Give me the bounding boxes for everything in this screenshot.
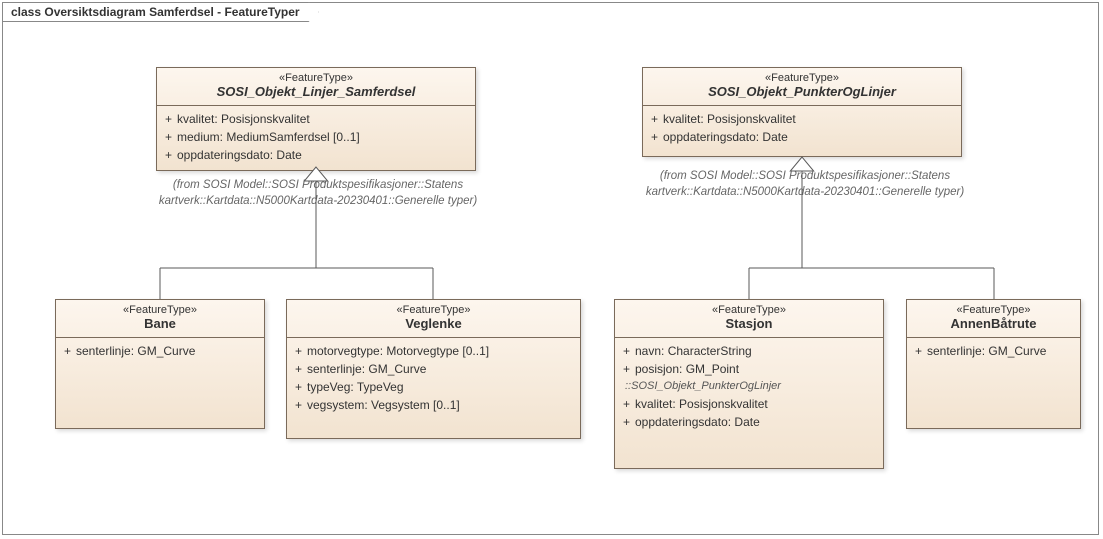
stereotype: «FeatureType»	[293, 304, 574, 316]
stereotype: «FeatureType»	[62, 304, 258, 316]
stereotype: «FeatureType»	[649, 72, 955, 84]
diagram-frame: class Oversiktsdiagram Samferdsel - Feat…	[2, 2, 1099, 535]
class-name: Stasjon	[621, 316, 877, 331]
stereotype: «FeatureType»	[913, 304, 1074, 316]
attributes: +kvalitet: Posisjonskvalitet +oppdaterin…	[643, 106, 961, 152]
frame-title: class Oversiktsdiagram Samferdsel - Feat…	[2, 2, 319, 22]
inherited-section-label: ::SOSI_Objekt_PunkterOgLinjer	[623, 378, 875, 395]
attributes: +senterlinje: GM_Curve	[56, 338, 264, 366]
class-veglenke: «FeatureType» Veglenke +motorvegtype: Mo…	[286, 299, 581, 439]
attributes: +senterlinje: GM_Curve	[907, 338, 1080, 366]
package-note-left: (from SOSI Model::SOSI Produktspesifikas…	[153, 178, 483, 209]
class-stasjon: «FeatureType» Stasjon +navn: CharacterSt…	[614, 299, 884, 469]
class-punkter-og-linjer: «FeatureType» SOSI_Objekt_PunkterOgLinje…	[642, 67, 962, 157]
class-linjer-samferdsel: «FeatureType» SOSI_Objekt_Linjer_Samferd…	[156, 67, 476, 171]
class-name: Bane	[62, 316, 258, 331]
stereotype: «FeatureType»	[621, 304, 877, 316]
class-annen-baatrute: «FeatureType» AnnenBåtrute +senterlinje:…	[906, 299, 1081, 429]
class-name: Veglenke	[293, 316, 574, 331]
class-name: SOSI_Objekt_Linjer_Samferdsel	[163, 84, 469, 99]
attributes: +motorvegtype: Motorvegtype [0..1] +sent…	[287, 338, 580, 420]
class-name: AnnenBåtrute	[913, 316, 1074, 331]
class-bane: «FeatureType» Bane +senterlinje: GM_Curv…	[55, 299, 265, 429]
attributes: +kvalitet: Posisjonskvalitet +medium: Me…	[157, 106, 475, 170]
stereotype: «FeatureType»	[163, 72, 469, 84]
class-name: SOSI_Objekt_PunkterOgLinjer	[649, 84, 955, 99]
package-note-right: (from SOSI Model::SOSI Produktspesifikas…	[640, 169, 970, 200]
attributes: +navn: CharacterString +posisjon: GM_Poi…	[615, 338, 883, 437]
